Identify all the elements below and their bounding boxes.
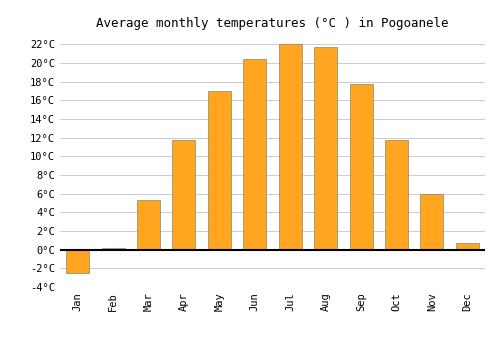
Bar <box>350 84 372 250</box>
Bar <box>208 91 231 250</box>
Bar <box>314 47 337 250</box>
Bar <box>456 243 479 250</box>
Bar <box>385 140 408 250</box>
Bar <box>278 44 301 250</box>
Bar <box>137 200 160 250</box>
Bar <box>102 248 124 250</box>
Bar <box>172 140 196 250</box>
Bar <box>244 59 266 250</box>
Bar <box>66 250 89 273</box>
Title: Average monthly temperatures (°C ) in Pogoanele: Average monthly temperatures (°C ) in Po… <box>96 17 449 30</box>
Bar <box>420 194 444 250</box>
